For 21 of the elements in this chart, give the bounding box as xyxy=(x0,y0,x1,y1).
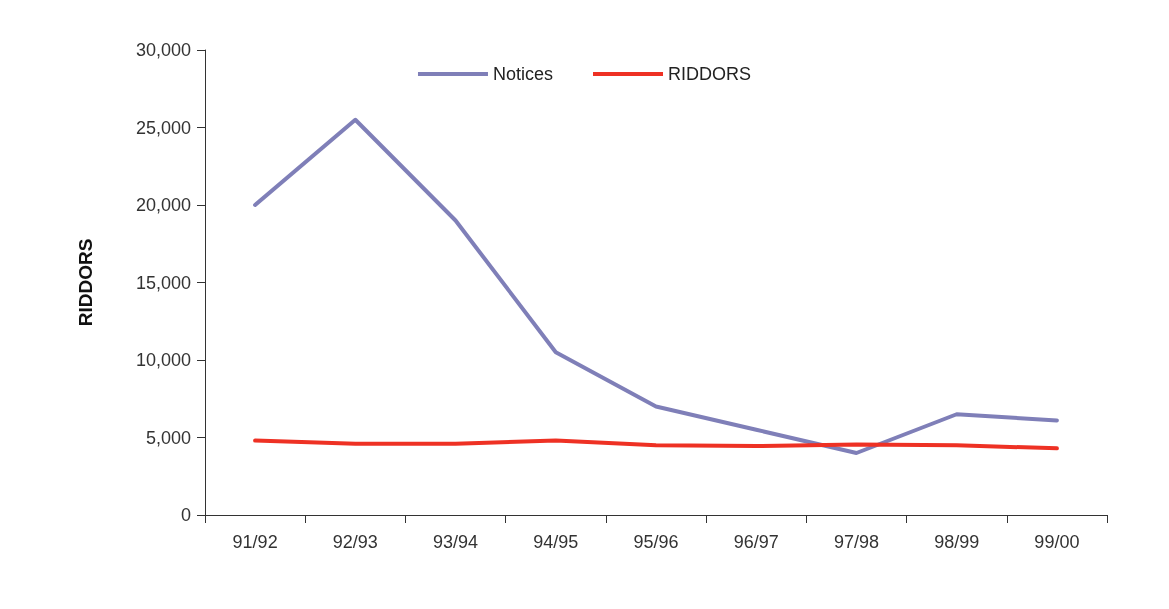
y-tick-label: 10,000 xyxy=(135,350,191,370)
x-tick-label: 97/98 xyxy=(833,532,879,552)
x-tick-label: 91/92 xyxy=(232,532,278,552)
y-tick-label: 15,000 xyxy=(135,272,191,293)
y-tick-label: 20,000 xyxy=(135,195,191,215)
x-tick-label: 92/93 xyxy=(332,532,378,552)
x-tick-label: 98/99 xyxy=(934,532,980,552)
x-tick-label: 94/95 xyxy=(533,532,579,552)
x-tick-label: 95/96 xyxy=(633,532,679,552)
y-tick-label: 30,000 xyxy=(135,40,191,60)
line-series xyxy=(253,117,1059,455)
line-series xyxy=(253,438,1059,451)
x-tick-label: 93/94 xyxy=(433,532,479,552)
y-tick-label: 0 xyxy=(180,505,191,525)
x-tick-label: 96/97 xyxy=(733,532,779,552)
y-tick-label: 5,000 xyxy=(145,427,191,448)
x-tick-label: 99/00 xyxy=(1034,532,1080,552)
y-axis-title: RIDDORS xyxy=(75,238,96,327)
legend-label: Notices xyxy=(492,64,554,84)
y-tick-label: 25,000 xyxy=(135,117,191,138)
legend-label: RIDDORS xyxy=(668,64,752,84)
